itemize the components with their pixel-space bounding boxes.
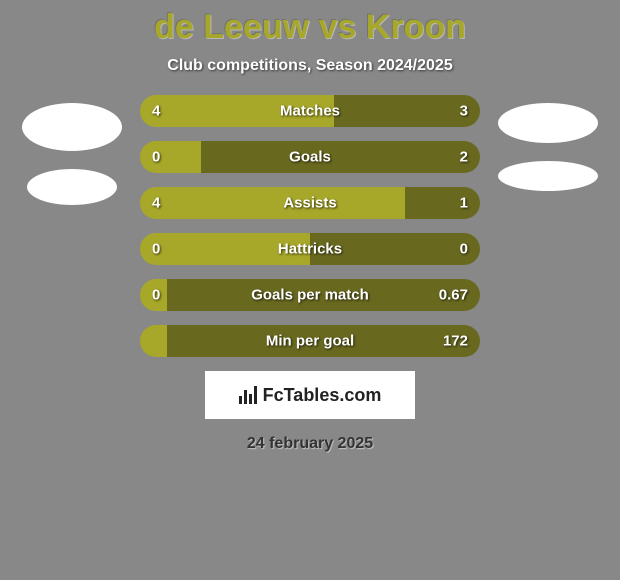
brand-text: FcTables.com [263,385,382,406]
stat-value-right: 2 [460,149,468,166]
stat-bar-right [405,187,480,219]
brand-logo: FcTables.com [205,371,415,419]
stat-bar-left [140,187,405,219]
stat-label: Min per goal [266,333,354,350]
stat-row: Goals 0 2 [140,141,480,173]
stat-label: Hattricks [278,241,342,258]
stat-value-left: 4 [152,103,160,120]
right-player-avatar [498,103,598,143]
stat-row: Assists 4 1 [140,187,480,219]
stat-value-right: 0.67 [439,287,468,304]
stat-label: Matches [280,103,340,120]
chart-icon [239,386,257,404]
stat-label: Goals [289,149,331,166]
stat-value-left: 0 [152,241,160,258]
page-title: de Leeuw vs Kroon [154,8,466,47]
stat-row: Hattricks 0 0 [140,233,480,265]
subtitle: Club competitions, Season 2024/2025 [167,57,452,75]
stat-label: Goals per match [251,287,369,304]
stat-row: Min per goal 172 [140,325,480,357]
stat-bar-right [334,95,480,127]
stat-bar-right [201,141,480,173]
comparison-infographic: de Leeuw vs Kroon Club competitions, Sea… [0,0,620,580]
stat-value-right: 0 [460,241,468,258]
stat-value-right: 3 [460,103,468,120]
stat-value-right: 172 [443,333,468,350]
stat-label: Assists [283,195,336,212]
left-player-avatar [22,103,122,151]
stat-value-left: 0 [152,149,160,166]
left-avatar-column [22,95,122,205]
comparison-area: Matches43Goals02Assists41Hattricks00Goal… [0,95,620,357]
date-text: 24 february 2025 [247,435,373,453]
stat-value-right: 1 [460,195,468,212]
stat-row: Goals per match 0 0.67 [140,279,480,311]
right-club-badge [498,161,598,191]
stat-bar-left [140,141,201,173]
stat-value-left: 0 [152,287,160,304]
stat-value-left: 4 [152,195,160,212]
right-avatar-column [498,95,598,191]
stats-bars: Matches43Goals02Assists41Hattricks00Goal… [140,95,480,357]
stat-bar-left [140,325,167,357]
stat-row: Matches 4 3 [140,95,480,127]
left-club-badge [27,169,117,205]
